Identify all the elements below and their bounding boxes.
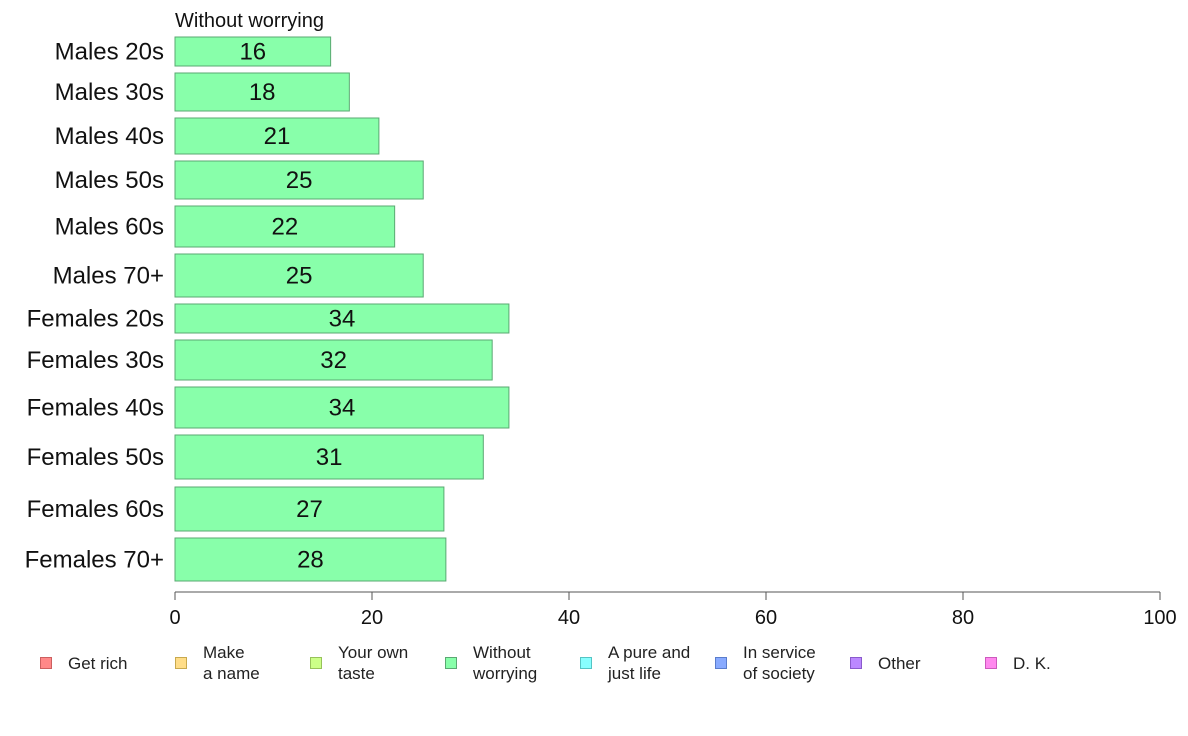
bars-layer: Males 20s 16 Males 30s 18 Males 40s 21 Males 5…	[25, 36, 510, 582]
category-label: Females 40s	[27, 395, 164, 422]
x-tick-label: 40	[558, 607, 580, 629]
category-label: Females 60s	[27, 496, 164, 523]
legend-label: Your own taste	[338, 643, 409, 683]
bar	[174, 486, 445, 532]
x-tick-label: 0	[169, 607, 180, 629]
bar	[174, 253, 424, 298]
bar	[174, 36, 332, 67]
bar	[174, 72, 350, 112]
bar	[174, 434, 484, 480]
category-label: Females 20s	[27, 306, 164, 333]
x-tick-label: 60	[755, 607, 777, 629]
legend-swatch	[445, 657, 457, 669]
category-label: Females 70+	[25, 547, 164, 574]
category-label: Males 70+	[53, 263, 164, 290]
data-label: 16	[239, 39, 266, 66]
category-label: Males 60s	[55, 214, 164, 241]
data-label: 22	[271, 214, 298, 241]
legend-item: D. K.	[985, 640, 1051, 686]
category-label: Males 50s	[55, 167, 164, 194]
data-label: 34	[329, 395, 356, 422]
x-tick-label: 100	[1143, 607, 1176, 629]
legend-label: Other	[878, 653, 921, 673]
category-label: Males 20s	[55, 39, 164, 66]
bar	[174, 537, 447, 582]
legend-item: A pure and just life	[580, 640, 690, 686]
legend-label: Without worrying	[473, 643, 538, 683]
data-label: 32	[320, 347, 347, 374]
legend-swatch	[580, 657, 592, 669]
legend-label: In service of society	[743, 643, 816, 683]
legend-swatch	[715, 657, 727, 669]
bar	[174, 386, 510, 429]
bar	[174, 117, 380, 155]
legend-swatch	[175, 657, 187, 669]
bar	[174, 339, 493, 381]
legend-label: D. K.	[1013, 653, 1051, 673]
legend-label: A pure and just life	[608, 643, 691, 683]
legend: Get rich Make a name Your own taste Without…	[0, 640, 1188, 690]
x-axis: 0 20 40 60 80 100	[169, 591, 1177, 629]
bar	[174, 303, 510, 334]
legend-label: Make a name	[203, 643, 260, 683]
data-label: 27	[296, 496, 323, 523]
legend-swatch	[310, 657, 322, 669]
x-tick-label: 20	[361, 607, 383, 629]
chart-title: Without worrying	[175, 10, 324, 32]
x-tick-label: 80	[952, 607, 974, 629]
data-label: 21	[264, 123, 291, 150]
legend-swatch	[850, 657, 862, 669]
legend-item: Other	[850, 640, 921, 686]
category-label: Females 30s	[27, 347, 164, 374]
legend-swatch	[40, 657, 52, 669]
category-label: Females 50s	[27, 444, 164, 471]
data-label: 18	[249, 79, 276, 106]
category-label: Males 40s	[55, 123, 164, 150]
data-label: 25	[286, 167, 313, 194]
legend-item: Get rich	[40, 640, 128, 686]
bar	[174, 205, 396, 248]
data-label: 31	[316, 444, 343, 471]
data-label: 34	[329, 306, 356, 333]
legend-swatch	[985, 657, 997, 669]
bar	[174, 160, 424, 200]
data-label: 25	[286, 263, 313, 290]
category-label: Males 30s	[55, 79, 164, 106]
legend-item: In service of society	[715, 640, 816, 686]
legend-label: Get rich	[68, 653, 128, 673]
data-label: 28	[297, 547, 324, 574]
legend-item: Make a name	[175, 640, 260, 686]
legend-item: Your own taste	[310, 640, 408, 686]
legend-item: Without worrying	[445, 640, 537, 686]
